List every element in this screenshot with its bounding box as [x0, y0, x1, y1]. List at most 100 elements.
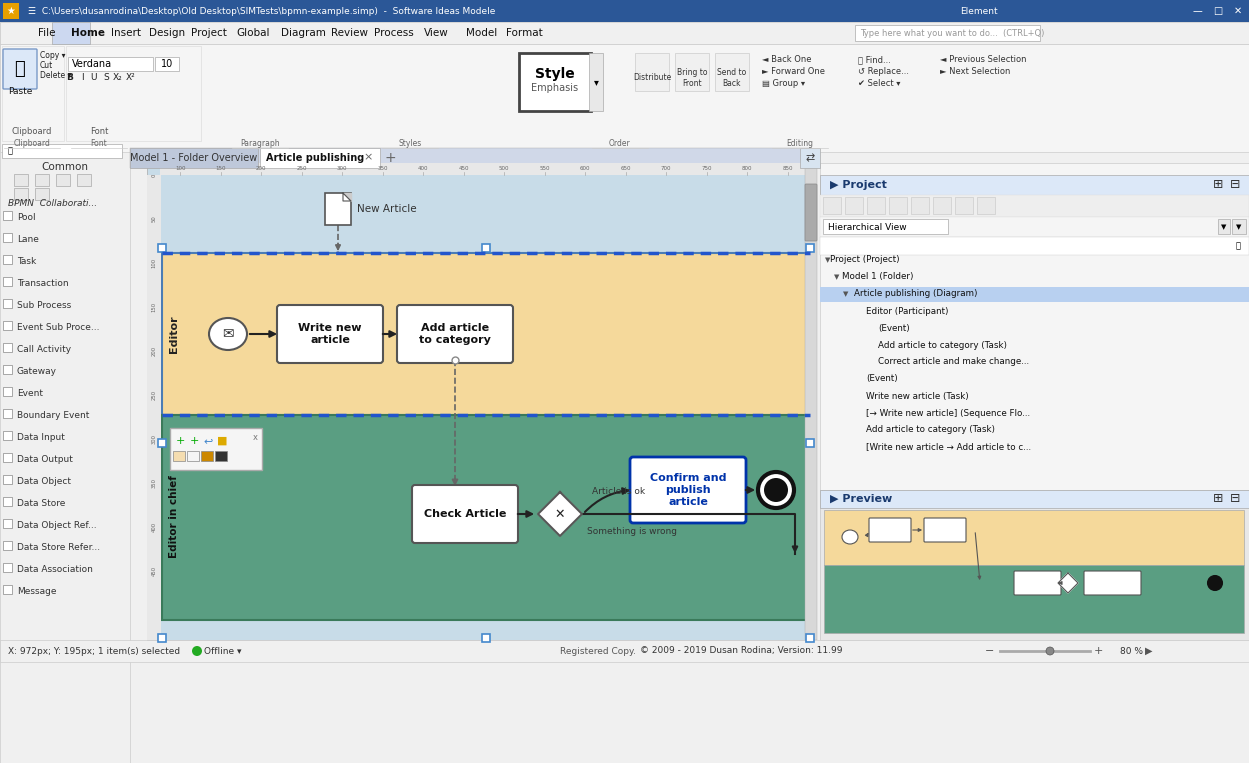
FancyBboxPatch shape [56, 174, 70, 186]
Text: Editor in chief: Editor in chief [169, 475, 179, 559]
FancyBboxPatch shape [806, 634, 814, 642]
FancyBboxPatch shape [2, 387, 12, 396]
FancyBboxPatch shape [482, 244, 490, 252]
Text: ► Next Selection: ► Next Selection [940, 67, 1010, 76]
Text: Clipboard: Clipboard [11, 127, 52, 137]
FancyBboxPatch shape [821, 217, 1249, 237]
Text: Clipboard: Clipboard [14, 140, 50, 149]
FancyBboxPatch shape [52, 22, 90, 44]
FancyBboxPatch shape [159, 244, 166, 252]
Text: ▼: ▼ [1222, 224, 1227, 230]
Text: New Article: New Article [357, 204, 417, 214]
Text: 150: 150 [151, 302, 156, 312]
FancyBboxPatch shape [2, 46, 64, 141]
Text: Data Store Refer...: Data Store Refer... [17, 543, 100, 552]
FancyBboxPatch shape [66, 46, 201, 141]
Text: ↩: ↩ [204, 436, 212, 446]
Text: ✔ Select ▾: ✔ Select ▾ [858, 79, 901, 89]
Text: Type here what you want to do...  (CTRL+Q): Type here what you want to do... (CTRL+Q… [861, 28, 1044, 37]
FancyBboxPatch shape [130, 148, 259, 168]
Text: 250: 250 [151, 390, 156, 400]
Ellipse shape [1045, 647, 1054, 655]
Text: Bring to
Front: Bring to Front [677, 69, 707, 88]
Text: Cut: Cut [40, 60, 54, 69]
Text: 300: 300 [337, 166, 347, 172]
FancyBboxPatch shape [977, 197, 995, 214]
Text: ► Forward One: ► Forward One [762, 67, 826, 76]
FancyBboxPatch shape [1084, 571, 1142, 595]
Text: 650: 650 [621, 166, 631, 172]
Text: ⊟: ⊟ [1230, 492, 1240, 506]
Text: X₂: X₂ [114, 73, 122, 82]
FancyBboxPatch shape [397, 305, 513, 363]
FancyBboxPatch shape [823, 219, 948, 234]
FancyBboxPatch shape [867, 197, 886, 214]
Text: (Event): (Event) [878, 324, 909, 333]
FancyBboxPatch shape [215, 451, 227, 461]
Text: Boundary Event: Boundary Event [17, 411, 90, 420]
Text: 100: 100 [151, 258, 156, 268]
Text: ⊟: ⊟ [1230, 179, 1240, 192]
Text: X: 972px; Y: 195px; 1 item(s) selected: X: 972px; Y: 195px; 1 item(s) selected [7, 646, 180, 655]
FancyBboxPatch shape [2, 144, 122, 158]
Text: +: + [385, 151, 396, 165]
FancyBboxPatch shape [520, 53, 591, 111]
FancyBboxPatch shape [130, 148, 811, 168]
FancyBboxPatch shape [933, 197, 950, 214]
Text: Model 1 (Folder): Model 1 (Folder) [842, 272, 913, 282]
Text: ▶: ▶ [1145, 646, 1153, 656]
Text: ▼: ▼ [843, 291, 848, 297]
Text: Data Association: Data Association [17, 565, 92, 575]
Text: Common: Common [41, 162, 89, 172]
Text: ■: ■ [217, 436, 227, 446]
Text: ▼: ▼ [1237, 224, 1242, 230]
FancyBboxPatch shape [889, 197, 907, 214]
Text: ⇄: ⇄ [806, 153, 814, 163]
FancyBboxPatch shape [714, 53, 749, 91]
FancyBboxPatch shape [2, 497, 12, 506]
FancyBboxPatch shape [162, 415, 811, 620]
Text: Paste: Paste [7, 86, 32, 95]
Text: Pool: Pool [17, 214, 36, 223]
FancyBboxPatch shape [856, 25, 1040, 41]
FancyBboxPatch shape [806, 163, 817, 640]
Text: 200: 200 [256, 166, 266, 172]
FancyBboxPatch shape [2, 277, 12, 286]
Text: Lane: Lane [17, 236, 39, 244]
Text: Order: Order [610, 140, 631, 149]
Text: ✕: ✕ [1234, 6, 1242, 16]
Text: Verdana: Verdana [72, 59, 112, 69]
FancyBboxPatch shape [412, 485, 518, 543]
Text: 750: 750 [702, 166, 712, 172]
FancyBboxPatch shape [1014, 571, 1060, 595]
FancyBboxPatch shape [201, 451, 214, 461]
Text: 150: 150 [216, 166, 226, 172]
FancyBboxPatch shape [806, 184, 817, 241]
Text: 400: 400 [418, 166, 428, 172]
Text: Send to
Back: Send to Back [717, 69, 747, 88]
Text: 550: 550 [540, 166, 550, 172]
FancyBboxPatch shape [162, 253, 811, 415]
FancyBboxPatch shape [955, 197, 973, 214]
FancyBboxPatch shape [590, 53, 603, 111]
Text: Event: Event [17, 389, 42, 398]
Text: Delete ▾: Delete ▾ [40, 70, 71, 79]
FancyBboxPatch shape [170, 428, 262, 470]
FancyBboxPatch shape [821, 195, 1249, 217]
Text: 500: 500 [500, 166, 510, 172]
FancyBboxPatch shape [821, 490, 1249, 508]
Text: Process: Process [373, 28, 413, 38]
Text: x: x [254, 433, 259, 442]
Text: Sub Process: Sub Process [17, 301, 71, 311]
Text: Style: Style [535, 67, 575, 81]
FancyBboxPatch shape [821, 163, 1249, 640]
Text: ◄ Previous Selection: ◄ Previous Selection [940, 56, 1027, 65]
FancyBboxPatch shape [1218, 219, 1230, 234]
Text: 600: 600 [580, 166, 591, 172]
Text: Article is ok: Article is ok [592, 488, 646, 497]
FancyBboxPatch shape [806, 439, 814, 447]
FancyBboxPatch shape [801, 148, 821, 168]
Text: © 2009 - 2019 Dusan Rodina; Version: 11.99: © 2009 - 2019 Dusan Rodina; Version: 11.… [639, 646, 843, 655]
Text: Review: Review [331, 28, 368, 38]
Text: Emphasis: Emphasis [531, 83, 578, 93]
